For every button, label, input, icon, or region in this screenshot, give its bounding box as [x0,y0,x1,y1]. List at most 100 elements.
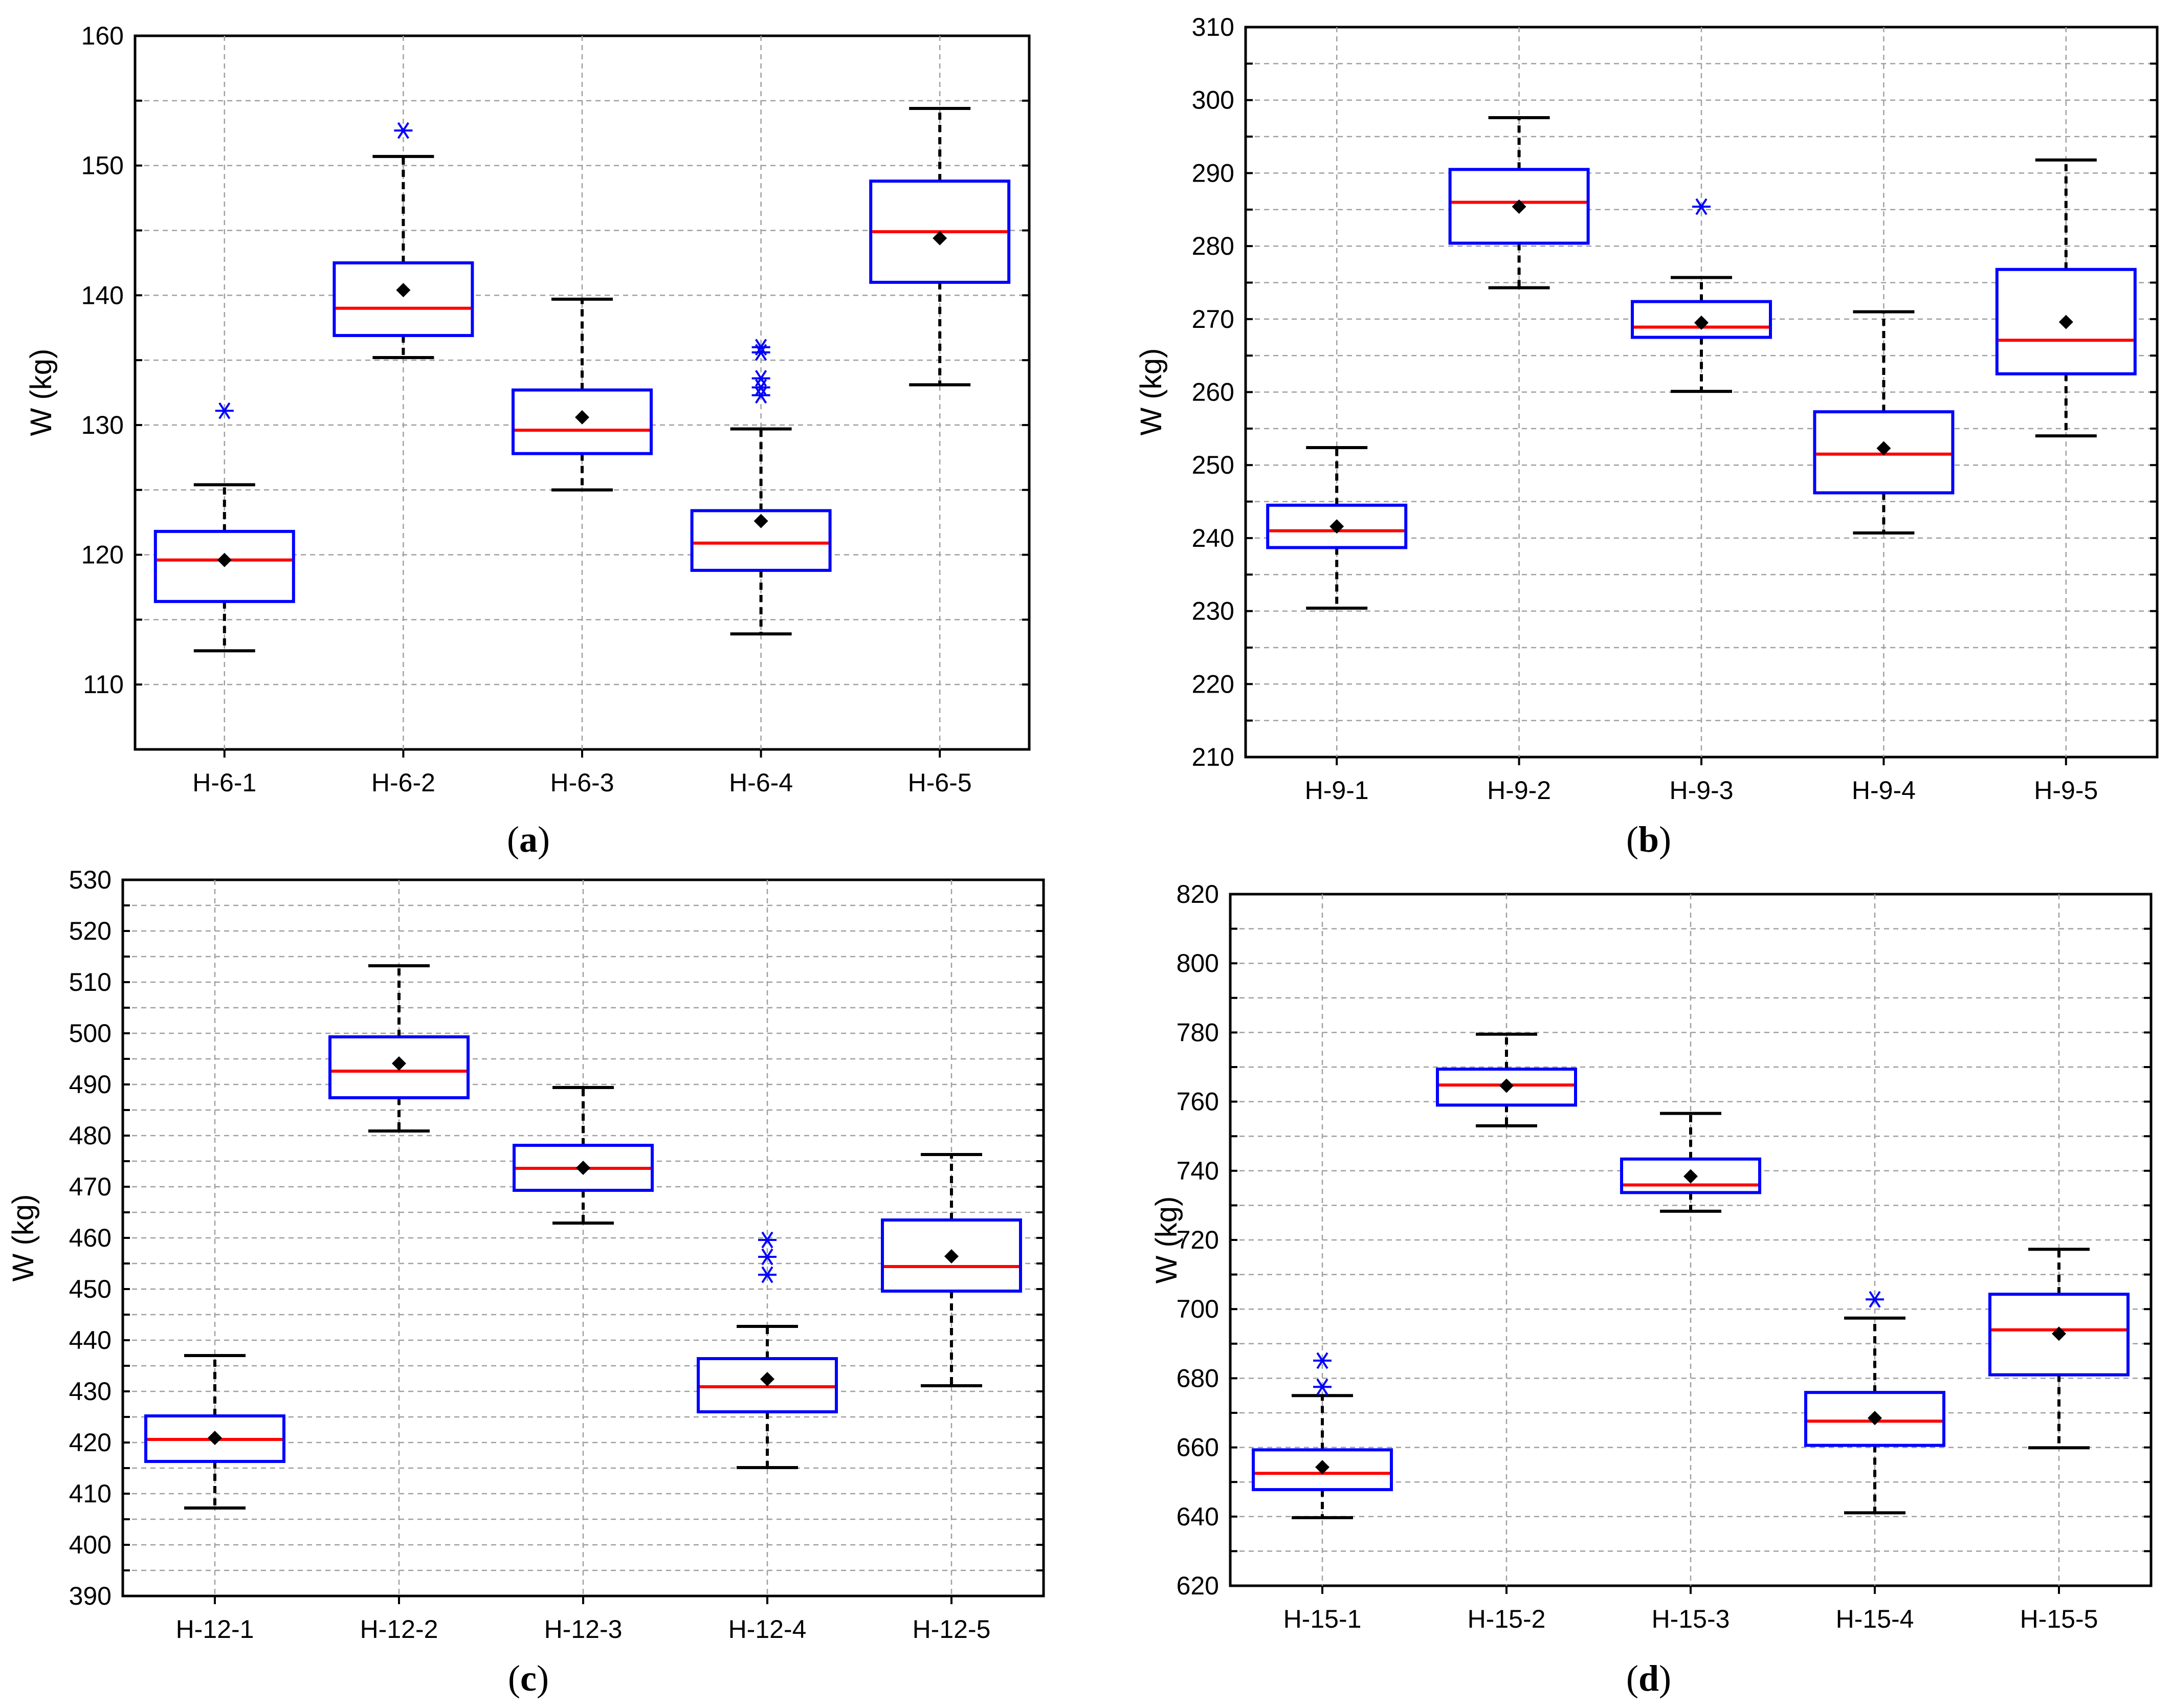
outlier-marker [1866,1291,1884,1308]
x-tick-label: H-15-5 [2020,1605,2098,1633]
y-axis-title: W (kg) [1150,1196,1183,1284]
x-axis-ticks: H-9-1 H-9-2 H-9-3 H-9-4 H-9-5 [1305,757,2098,805]
mean-marker [753,514,768,528]
outlier-marker [215,402,234,419]
mean-marker [1876,441,1891,456]
x-tick-label: H-12-1 [176,1615,254,1644]
iqr-box [1995,268,2137,375]
box-H-9-5 [1995,158,2137,438]
y-tick-label: 160 [81,21,124,50]
y-tick-label: 490 [69,1070,112,1099]
x-tick-label: H-12-3 [544,1615,623,1644]
y-tick-label: 310 [1192,13,1234,41]
box-H-9-2 [1448,116,1590,290]
iqr-box [333,261,474,337]
box-H-12-2 [328,964,470,1133]
y-tick-label: 660 [1177,1433,1219,1462]
y-axis-title: W (kg) [25,349,58,436]
box-H-15-1 [1252,1352,1393,1519]
box-H-6-1 [153,402,295,653]
y-axis-ticks: 620 640 660 680 700 720 740 760 780 800 820 [1177,880,2151,1600]
outlier-stroke [761,1231,773,1249]
y-tick-label: 390 [69,1582,112,1610]
y-tick-label: 130 [81,411,124,439]
y-tick-label: 510 [69,968,112,996]
panel-caption: (a) [507,819,550,860]
x-axis-ticks: H-6-1 H-6-2 H-6-3 H-6-4 H-6-5 [192,749,972,797]
x-tick-label: H-9-2 [1487,776,1551,805]
mean-marker [1499,1078,1514,1093]
x-tick-label: H-6-1 [192,768,256,797]
outlier-marker [758,1266,777,1283]
y-tick-label: 420 [69,1428,112,1457]
mean-marker [2058,315,2073,329]
mean-marker [933,231,947,246]
box-H-15-5 [1988,1248,2130,1450]
box-H-12-4 [697,1231,838,1469]
y-tick-label: 270 [1192,305,1234,334]
y-tick-label: 120 [81,541,124,569]
x-tick-label: H-12-2 [360,1615,438,1644]
box-H-12-3 [513,1086,654,1225]
outlier-stroke [397,122,409,139]
mean-marker [1329,519,1344,534]
mean-marker [576,1161,590,1175]
mean-marker [2052,1326,2066,1341]
panel-caption-letter: d [1638,1658,1659,1699]
panel-caption: (b) [1626,819,1671,860]
y-tick-label: 760 [1177,1088,1219,1116]
mean-marker [392,1056,406,1071]
y-tick-label: 680 [1177,1364,1219,1392]
y-tick-label: 480 [69,1121,112,1150]
outlier-stroke [761,1248,773,1266]
box-H-6-4 [690,339,832,636]
outlier-stroke [761,1266,773,1283]
y-axis-title: W (kg) [7,1194,40,1282]
y-tick-label: 530 [69,866,112,894]
y-tick-label: 520 [69,917,112,945]
mean-marker [1683,1169,1698,1184]
x-tick-label: H-15-2 [1468,1605,1546,1633]
x-tick-label: H-6-4 [729,768,793,797]
box-H-12-1 [144,1354,285,1510]
y-tick-label: 150 [81,151,124,180]
panel-caption-letter: c [520,1658,537,1699]
x-tick-label: H-9-4 [1852,776,1916,805]
mean-marker [1512,199,1526,214]
mean-marker [760,1372,774,1386]
iqr-box [1436,1068,1577,1107]
y-tick-label: 450 [69,1275,112,1303]
y-tick-label: 280 [1192,232,1234,260]
mean-marker [575,410,589,425]
outlier-marker [758,1231,777,1249]
x-tick-label: H-9-5 [2034,776,2098,805]
panel-caption: (d) [1626,1658,1671,1699]
mean-marker [1694,315,1709,330]
outlier-marker [751,339,770,356]
box-marks [1266,116,2137,610]
iqr-box [881,1218,1022,1293]
panel-caption-letter: b [1638,819,1659,860]
outlier-marker [1313,1378,1332,1395]
y-tick-label: 500 [69,1019,112,1048]
y-axis-ticks: 110 120 130 140 150 160 [81,21,1029,750]
x-tick-label: H-12-4 [728,1615,807,1644]
y-tick-label: 290 [1192,159,1234,187]
y-tick-label: 110 [83,670,124,699]
panel-c: 390 400 410 420 430 440 450 460 470 480 490 500 510 5… [7,866,1045,1699]
outlier-stroke [1316,1352,1328,1369]
box-H-6-3 [512,297,653,492]
panel-caption-letter: a [519,819,538,860]
mean-marker [208,1431,222,1445]
mean-marker [396,283,411,298]
outlier-stroke [1695,198,1708,215]
outlier-stroke [755,339,767,356]
y-tick-label: 700 [1177,1295,1219,1323]
x-tick-label: H-15-4 [1836,1605,1914,1633]
x-tick-label: H-15-1 [1283,1605,1362,1633]
y-axis-ticks: 390 400 410 420 430 440 450 460 470 480 490 500 510 5… [69,866,1044,1610]
box-H-9-1 [1266,446,1408,610]
y-tick-label: 210 [1192,743,1234,771]
